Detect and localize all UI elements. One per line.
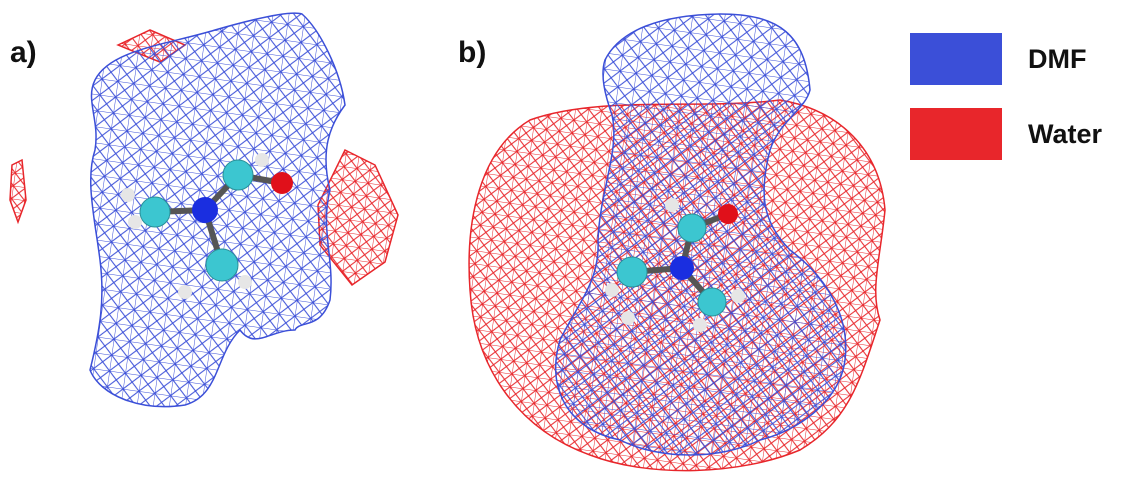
legend-swatch [910, 108, 1002, 160]
figure: a) b) DMF Water [0, 0, 1124, 482]
legend-swatch [910, 33, 1002, 85]
mesh [10, 160, 26, 222]
legend-label: Water [1028, 119, 1103, 149]
meshes [10, 13, 885, 471]
legend-label: DMF [1028, 44, 1086, 74]
panel-label: b) [458, 36, 486, 69]
legend: DMF Water [910, 33, 1103, 160]
panel-label: a) [10, 36, 37, 69]
page: {"panels": [{"label": "a)"}, {"label": "… [0, 0, 1124, 482]
